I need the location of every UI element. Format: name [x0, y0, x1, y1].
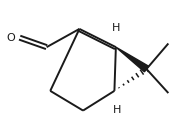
Text: H: H [112, 22, 120, 33]
Text: H: H [113, 105, 121, 116]
Polygon shape [116, 47, 149, 72]
Text: O: O [7, 33, 15, 43]
